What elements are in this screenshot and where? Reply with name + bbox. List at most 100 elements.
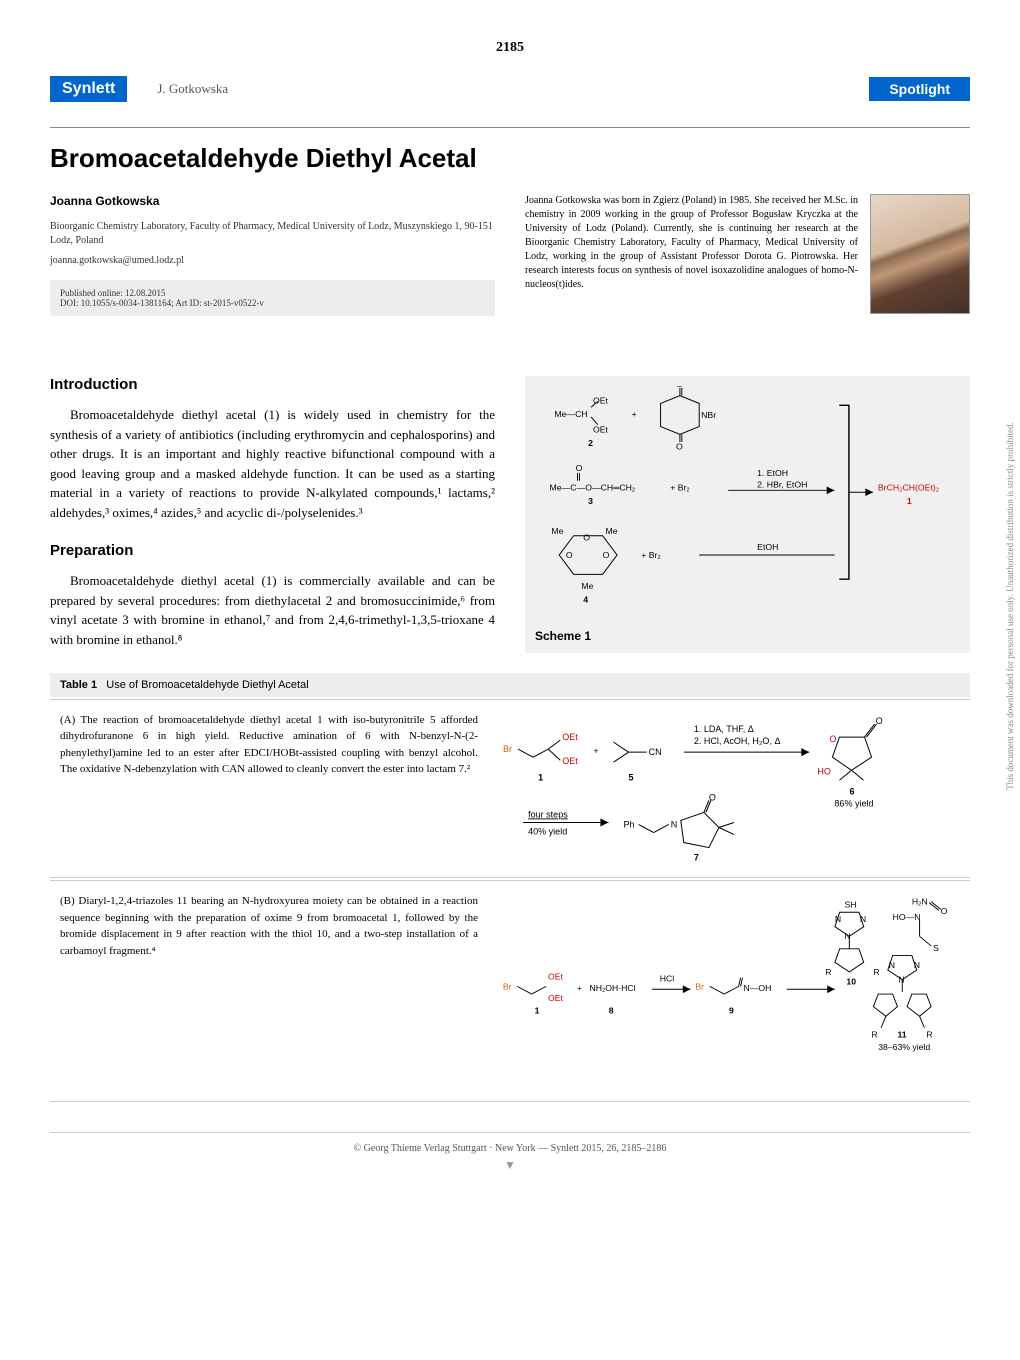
rowA-6: 6	[849, 786, 854, 796]
rowA-1: 1	[538, 772, 543, 782]
table1-label: Table 1	[60, 679, 97, 691]
table1-title: Table 1 Use of Bromoacetaldehyde Diethyl…	[50, 673, 970, 697]
preparation-text: Bromoacetaldehyde diethyl acetal (1) is …	[50, 571, 495, 649]
rowB-pn2: N	[889, 961, 895, 971]
scheme1-productnum: 1	[907, 496, 912, 506]
rowB-hcl: HCl	[660, 974, 675, 984]
rowB-oeq: O	[941, 907, 948, 917]
rowB-r3: R	[926, 1030, 932, 1040]
table1-caption: Use of Bromoacetaldehyde Diethyl Acetal	[106, 679, 308, 691]
rowB-n1: N	[835, 914, 841, 924]
rowB-oet2: OEt	[548, 993, 564, 1003]
bio-block: Joanna Gotkowska was born in Zgierz (Pol…	[525, 194, 970, 314]
scheme1-o2: O	[676, 442, 683, 452]
rowB-n3: N	[845, 932, 851, 942]
scheme1-cond1: 1. EtOH	[757, 468, 788, 478]
scheme1-box: OEt Me—CH OEt 2 + NBr O O O Me—C—O—CH═CH…	[525, 376, 970, 653]
author-email: joanna.gotkowska@umed.lodz.pl	[50, 254, 495, 268]
publication-info-box: Published online: 12.08.2015 DOI: 10.105…	[50, 280, 495, 316]
scheme1-label: Scheme 1	[535, 629, 960, 643]
rowA-o3: O	[709, 792, 716, 802]
rowA-n: N	[671, 819, 678, 829]
rowB-h2n: H₂N	[912, 897, 928, 907]
rowB-n2: N	[860, 914, 866, 924]
scheme1-vinyl: Me—C—O—CH═CH₂	[549, 482, 635, 492]
copyright-side-note: This document was downloaded for persona…	[1005, 423, 1015, 791]
scheme1-product: BrCH₂CH(OEt)₂	[878, 482, 939, 492]
scheme1-num3: 3	[588, 496, 593, 506]
table1-rowB-scheme: Br OEt OEt 1 + NH₂OH·HCl 8 HCl Br N—OH 9…	[498, 893, 960, 1089]
header-bar: Synlett J. Gotkowska Spotlight	[50, 76, 970, 102]
rowA-yield6: 86% yield	[834, 798, 873, 808]
scheme-col: OEt Me—CH OEt 2 + NBr O O O Me—C—O—CH═CH…	[525, 356, 970, 653]
rowB-r1: R	[825, 967, 831, 977]
author-meta-col: Joanna Gotkowska Bioorganic Chemistry La…	[50, 194, 495, 336]
bio-col: Joanna Gotkowska was born in Zgierz (Pol…	[525, 194, 970, 336]
rowB-1: 1	[535, 1006, 540, 1016]
table1-rowB-desc: (B) Diaryl-1,2,4-triazoles 11 bearing an…	[60, 893, 478, 1089]
rowB-r2: R	[871, 1030, 877, 1040]
rowB-yield11: 38–63% yield	[878, 1042, 930, 1052]
rowA-plus: +	[593, 746, 598, 756]
continue-icon: ▼	[50, 1158, 970, 1173]
scheme1-o5: O	[583, 533, 590, 543]
scheme1-oet2: OEt	[593, 424, 609, 434]
rowB-nh2oh: NH₂OH·HCl	[589, 984, 635, 994]
scheme1-num2: 2	[588, 438, 593, 448]
rowA-oet1: OEt	[562, 732, 578, 742]
rowB-8: 8	[609, 1006, 614, 1016]
category-badge: Spotlight	[869, 77, 970, 101]
scheme1-num4: 4	[583, 594, 588, 604]
rowB-plus: +	[577, 984, 582, 994]
scheme1-cond3: EtOH	[757, 542, 778, 552]
rowB-11: 11	[897, 1030, 906, 1040]
rowA-cn: CN	[649, 747, 662, 757]
rowB-hon: HO—N	[893, 912, 921, 922]
scheme1-plus1: +	[632, 409, 637, 419]
scheme1-svg: OEt Me—CH OEt 2 + NBr O O O Me—C—O—CH═CH…	[535, 386, 960, 618]
header-author: J. Gotkowska	[157, 81, 228, 97]
divider	[50, 127, 970, 128]
rowA-svg: Br OEt OEt 1 + CN 5 1. LDA, THF, Δ 2. HC…	[498, 712, 960, 863]
section-heading-introduction: Introduction	[50, 376, 495, 393]
page-number: 2185	[50, 40, 970, 56]
author-name: Joanna Gotkowska	[50, 194, 495, 208]
scheme1-cond2: 2. HBr, EtOH	[757, 479, 807, 489]
rowB-s: S	[933, 943, 939, 953]
rowA-cond1: 1. LDA, THF, Δ	[694, 724, 754, 734]
rowB-br2: Br	[695, 982, 704, 992]
scheme1-o3: O	[566, 550, 573, 560]
scheme1-osub: O	[576, 463, 583, 473]
meta-columns: Joanna Gotkowska Bioorganic Chemistry La…	[50, 194, 970, 336]
rowB-sh: SH	[845, 900, 857, 910]
rowB-svg: Br OEt OEt 1 + NH₂OH·HCl 8 HCl Br N—OH 9…	[498, 893, 960, 1086]
scheme1-nbr: NBr	[701, 410, 716, 420]
scheme1-mech: Me—CH	[554, 409, 587, 419]
section-heading-preparation: Preparation	[50, 542, 495, 559]
footer: © Georg Thieme Verlag Stuttgart · New Yo…	[50, 1132, 970, 1154]
rowA-br: Br	[503, 744, 512, 754]
rowB-br: Br	[503, 982, 512, 992]
rowA-7: 7	[694, 852, 699, 862]
table1-row-a: (A) The reaction of bromoacetaldehyde di…	[50, 699, 970, 879]
journal-name: Synlett	[62, 80, 115, 97]
bio-text: Joanna Gotkowska was born in Zgierz (Pol…	[525, 194, 858, 314]
scheme1-plus2: + Br₂	[670, 482, 690, 492]
rowA-ho: HO	[817, 766, 831, 776]
table1-row-b: (B) Diaryl-1,2,4-triazoles 11 bearing an…	[50, 880, 970, 1102]
author-photo	[870, 194, 970, 314]
rowA-5: 5	[629, 772, 634, 782]
scheme1-me1: Me	[551, 526, 563, 536]
scheme1-o4: O	[603, 550, 610, 560]
journal-badge: Synlett	[50, 76, 127, 102]
rowA-ph: Ph	[624, 819, 635, 829]
affiliation: Bioorganic Chemistry Laboratory, Faculty…	[50, 220, 495, 248]
rowB-pn3: N	[898, 975, 904, 985]
doi: DOI: 10.1055/s-0034-1381164; Art ID: st-…	[60, 298, 485, 308]
scheme1-me2: Me	[606, 526, 618, 536]
rowA-cond2: 2. HCl, AcOH, H₂O, Δ	[694, 736, 781, 746]
text-col: Introduction Bromoacetaldehyde diethyl a…	[50, 356, 495, 653]
rowA-oet2: OEt	[562, 756, 578, 766]
rowB-pn1: N	[914, 961, 920, 971]
table1-rowA-desc: (A) The reaction of bromoacetaldehyde di…	[60, 712, 478, 866]
